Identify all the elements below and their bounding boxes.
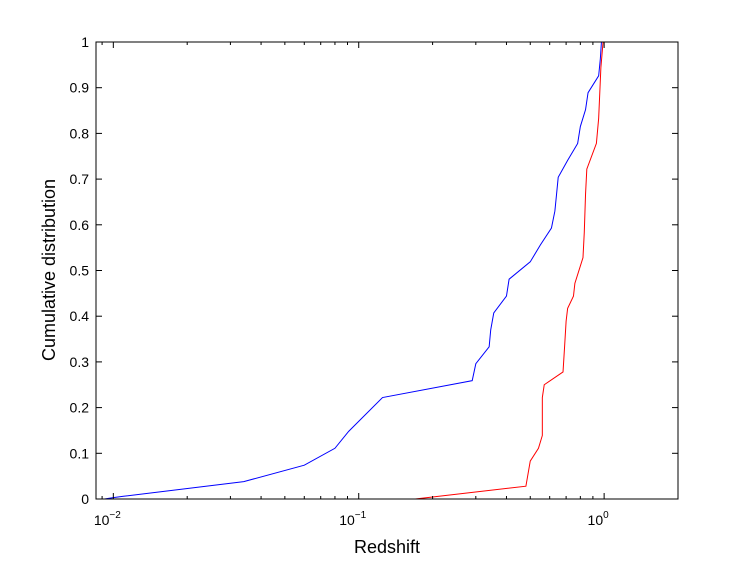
x-tick-label: 10−2	[94, 510, 121, 528]
y-tick-label: 0.7	[70, 171, 90, 187]
y-tick-label: 0.8	[70, 125, 90, 141]
plot-frame	[95, 41, 679, 500]
series-line-1	[104, 41, 602, 500]
y-tick-label: 0.9	[70, 80, 90, 96]
y-axis-label: Cumulative distribution	[39, 179, 59, 361]
plot-background	[96, 42, 678, 499]
series-layer	[104, 41, 604, 500]
ticks-layer: 0 0.1 0.2 0.3 0.4 0.5 0.6 0.7 0.8 0.9 1 10−2 10−1 100	[70, 34, 679, 528]
y-tick-label: 0.6	[70, 217, 90, 233]
y-tick-label: 0.4	[70, 308, 90, 324]
y-tick-label: 0.2	[70, 400, 90, 416]
x-tick-label: 10−1	[339, 510, 366, 528]
series-line-2	[415, 41, 604, 500]
y-tick-label: 0.5	[70, 263, 90, 279]
y-tick-label: 0.1	[70, 445, 90, 461]
x-axis-label: Redshift	[354, 537, 420, 557]
y-tick-label: 0	[81, 491, 89, 507]
x-tick-label: 100	[588, 510, 610, 528]
y-tick-label: 0.3	[70, 354, 90, 370]
y-tick-label: 1	[81, 34, 89, 50]
